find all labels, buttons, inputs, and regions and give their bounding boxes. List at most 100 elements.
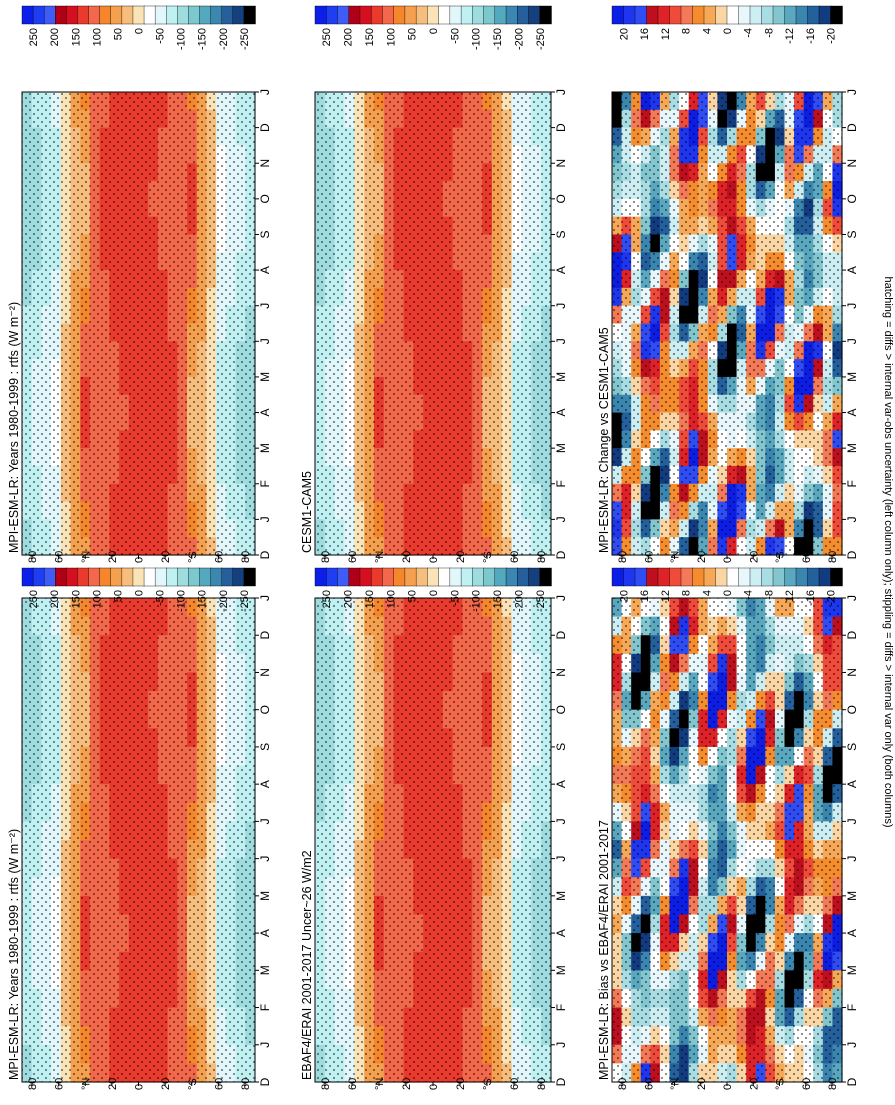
month-tick-label: D <box>258 631 272 640</box>
colorbar-swatch <box>55 567 68 587</box>
month-tick-label: J <box>845 89 859 95</box>
colorbar-label: -8 <box>763 28 775 38</box>
month-tick-label: D <box>258 1077 272 1086</box>
month-tick-label: M <box>845 891 859 901</box>
chart-panel-3: 80 60 °N 20 0 20 °S 60 80 D J F M A M J J A S O N D J EBAF4/ERA… <box>300 595 568 1090</box>
colorbar-label: -16 <box>805 590 817 606</box>
month-tick-label: S <box>258 743 272 751</box>
colorbar-swatch <box>132 5 145 25</box>
colorbar-swatch <box>505 567 518 587</box>
colorbar-label: -150 <box>492 28 504 50</box>
colorbar-label: -100 <box>176 590 188 612</box>
colorbar-swatch <box>359 567 372 587</box>
colorbar-swatch <box>382 5 395 25</box>
month-tick-label: M <box>845 443 859 453</box>
month-tick-label: J <box>845 338 859 344</box>
colorbar-swatch <box>646 567 659 587</box>
colorbar-label: -150 <box>197 28 209 50</box>
colorbar-label: -50 <box>155 590 167 606</box>
colorbar-swatch <box>703 5 717 25</box>
month-tick-label: J <box>845 516 859 522</box>
colorbar-swatch <box>830 5 843 25</box>
lat-tick-label: °S <box>187 551 199 563</box>
month-tick-label: J <box>845 856 859 862</box>
stippling <box>22 92 255 555</box>
colorbar-swatch <box>784 5 797 25</box>
stippling <box>612 92 842 555</box>
colorbar-swatch <box>337 5 350 25</box>
colorbar-swatch <box>472 5 485 25</box>
lat-tick-label: °S <box>482 551 494 563</box>
colorbar-2: 250 200 150 100 50 0 -50 -100 -150 -200 -250 <box>21 567 256 612</box>
colorbar-swatch <box>314 567 327 587</box>
colorbar-swatch <box>143 567 156 587</box>
month-tick-label: A <box>845 929 859 937</box>
colorbar-label: -200 <box>513 590 525 612</box>
colorbar-swatch <box>807 567 820 587</box>
lat-tick-label: °N <box>374 1078 386 1090</box>
month-tick-label: D <box>845 123 859 132</box>
colorbar-swatch <box>232 567 245 587</box>
month-tick-label: O <box>845 194 859 203</box>
colorbar-swatch <box>611 5 625 25</box>
chart-panel-5: 80 60 °N 20 0 20 °S 60 80 D J F M A M J J A S O N D J MPI-ESM-L… <box>597 595 859 1090</box>
colorbar-label: -250 <box>239 590 251 612</box>
month-tick-label: D <box>258 550 272 559</box>
month-tick-label: A <box>845 266 859 274</box>
colorbar-label: -250 <box>239 28 251 50</box>
lat-tick-label: 20 <box>696 551 708 563</box>
colorbar-label: -50 <box>449 28 461 44</box>
colorbar-swatch <box>314 5 327 25</box>
colorbar-swatch <box>449 5 462 25</box>
month-tick-label: N <box>554 159 568 168</box>
month-tick-label: N <box>845 668 859 677</box>
colorbar-swatch <box>795 5 809 25</box>
month-tick-label: A <box>258 780 272 788</box>
lat-tick-label: 20 <box>160 1078 172 1090</box>
colorbar-swatch <box>415 567 429 587</box>
colorbar-label: 150 <box>364 590 376 608</box>
lat-tick-label: °N <box>80 1078 92 1090</box>
lat-tick-label: 20 <box>696 1078 708 1090</box>
colorbar-swatch <box>715 5 728 25</box>
month-tick-label: J <box>845 1042 859 1048</box>
colorbar-swatch <box>21 5 34 25</box>
colorbar-label: 16 <box>639 590 651 602</box>
colorbar-swatch <box>66 5 79 25</box>
month-tick-label: J <box>845 595 859 601</box>
colorbar-swatch <box>505 5 518 25</box>
month-tick-label: O <box>554 705 568 714</box>
month-tick-label: J <box>554 1042 568 1048</box>
month-tick-label: F <box>845 480 859 487</box>
colorbar-label: 100 <box>91 590 103 608</box>
colorbar-swatch <box>703 567 717 587</box>
lat-tick-label: °N <box>670 551 682 563</box>
lat-tick-label: °S <box>187 1078 199 1090</box>
lat-tick-label: 20 <box>401 551 413 563</box>
colorbar-swatch <box>210 567 223 587</box>
colorbar-label: 200 <box>343 590 355 608</box>
colorbar-label: 200 <box>49 590 61 608</box>
colorbar-label: 100 <box>91 28 103 46</box>
colorbar-swatch <box>761 5 774 25</box>
colorbar-label: -16 <box>805 28 817 44</box>
month-tick-label: F <box>258 480 272 487</box>
colorbar-label: -200 <box>513 28 525 50</box>
colorbar-swatch <box>692 5 705 25</box>
lat-tick-label: 60 <box>509 1078 521 1090</box>
colorbar-label: -150 <box>197 590 209 612</box>
month-tick-label: F <box>845 1004 859 1011</box>
colorbar-swatch <box>494 5 507 25</box>
colorbar-label: 0 <box>134 28 146 34</box>
colorbar-label: -100 <box>471 28 483 50</box>
colorbar-swatch <box>761 567 774 587</box>
lat-tick-label: 60 <box>801 1078 813 1090</box>
month-tick-label: J <box>258 818 272 824</box>
chart-panel-2: 80 60 °N 20 0 20 °S 60 80 D J F M A M J J A S O N D J MPI-ESM-L… <box>7 595 272 1090</box>
month-tick-label: J <box>258 856 272 862</box>
colorbar-swatch <box>188 567 201 587</box>
colorbar-swatch <box>460 5 474 25</box>
lat-tick-label: °S <box>482 1078 494 1090</box>
colorbar-swatch <box>483 567 496 587</box>
colorbar-label: -100 <box>176 28 188 50</box>
